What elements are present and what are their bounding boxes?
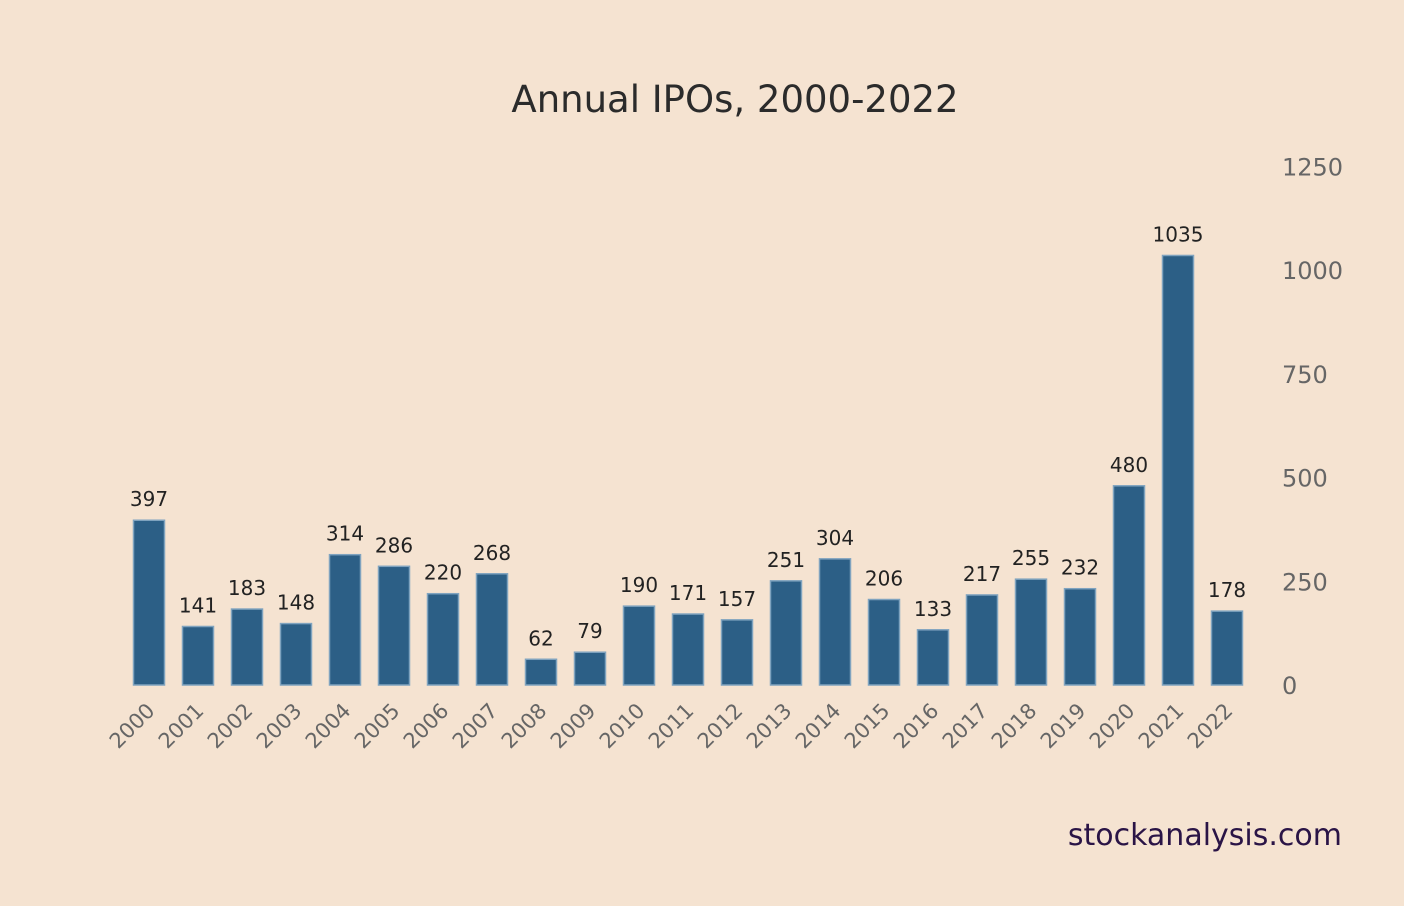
x-tick-label: 2012 (693, 699, 748, 754)
data-label: 157 (718, 587, 756, 611)
data-label: 217 (963, 562, 1001, 586)
x-tick-label: 2017 (938, 699, 993, 754)
bar-2002 (230, 608, 264, 686)
data-label: 251 (767, 548, 805, 572)
data-label: 304 (816, 526, 854, 550)
x-tick-label: 2004 (301, 699, 356, 754)
x-tick-label: 2011 (644, 699, 699, 754)
data-label: 314 (326, 522, 364, 546)
bar-2016 (916, 629, 950, 686)
data-label: 397 (130, 487, 168, 511)
bar-2018 (1014, 578, 1048, 686)
y-tick-label: 1250 (1282, 153, 1343, 181)
data-label: 133 (914, 597, 952, 621)
x-tick-label: 2003 (252, 699, 307, 754)
data-label: 1035 (1153, 222, 1204, 246)
bar-2015 (867, 598, 901, 686)
x-tick-label: 2015 (840, 699, 895, 754)
brand-watermark: stockanalysis.com (1067, 818, 1342, 853)
bar-2004 (328, 553, 362, 686)
data-label: 183 (228, 576, 266, 600)
x-tick-label: 2007 (448, 699, 503, 754)
data-label: 232 (1061, 556, 1099, 580)
x-tick-label: 2014 (791, 699, 846, 754)
bar-2019 (1063, 587, 1097, 686)
y-tick-label: 250 (1282, 568, 1328, 596)
y-tick-label: 500 (1282, 465, 1328, 493)
data-label: 178 (1208, 578, 1246, 602)
bar-2010 (622, 605, 656, 686)
bar-2020 (1112, 485, 1146, 686)
data-label: 141 (179, 593, 217, 617)
y-tick-label: 0 (1282, 672, 1297, 700)
bar-2012 (720, 619, 754, 686)
y-tick-label: 750 (1282, 361, 1328, 389)
x-tick-label: 2002 (203, 699, 258, 754)
chart-title: Annual IPOs, 2000-2022 (511, 78, 959, 121)
data-label: 171 (669, 581, 707, 605)
data-label: 79 (577, 619, 602, 643)
bar-2000 (132, 519, 166, 686)
bar-2021 (1161, 254, 1195, 686)
data-label: 190 (620, 573, 658, 597)
bar-2007 (475, 573, 509, 686)
x-tick-label: 2008 (497, 699, 552, 754)
x-tick-label: 2018 (987, 699, 1042, 754)
x-tick-label: 2001 (154, 699, 209, 754)
x-tick-label: 2021 (1134, 699, 1189, 754)
x-tick-label: 2000 (105, 699, 160, 754)
bar-2013 (769, 580, 803, 686)
bar-2017 (965, 594, 999, 686)
bar-2008 (524, 658, 558, 686)
x-tick-label: 2005 (350, 699, 405, 754)
x-tick-label: 2010 (595, 699, 650, 754)
bar-2011 (671, 613, 705, 686)
data-label: 206 (865, 567, 903, 591)
x-tick-label: 2013 (742, 699, 797, 754)
bar-2005 (377, 565, 411, 686)
data-label: 148 (277, 591, 315, 615)
bar-2006 (426, 592, 460, 686)
x-tick-label: 2009 (546, 699, 601, 754)
data-label: 268 (473, 541, 511, 565)
bar-2003 (279, 622, 313, 686)
x-tick-label: 2020 (1085, 699, 1140, 754)
bar-2009 (573, 651, 607, 686)
data-label: 255 (1012, 546, 1050, 570)
data-label: 480 (1110, 453, 1148, 477)
x-tick-label: 2006 (399, 699, 454, 754)
data-label: 286 (375, 533, 413, 557)
data-label: 220 (424, 561, 462, 585)
bar-2001 (181, 625, 215, 686)
x-tick-label: 2016 (889, 699, 944, 754)
bar-2014 (818, 558, 852, 686)
x-tick-label: 2022 (1183, 699, 1238, 754)
x-tick-label: 2019 (1036, 699, 1091, 754)
data-label: 62 (528, 626, 553, 650)
y-tick-label: 1000 (1282, 257, 1343, 285)
bar-2022 (1210, 610, 1244, 686)
